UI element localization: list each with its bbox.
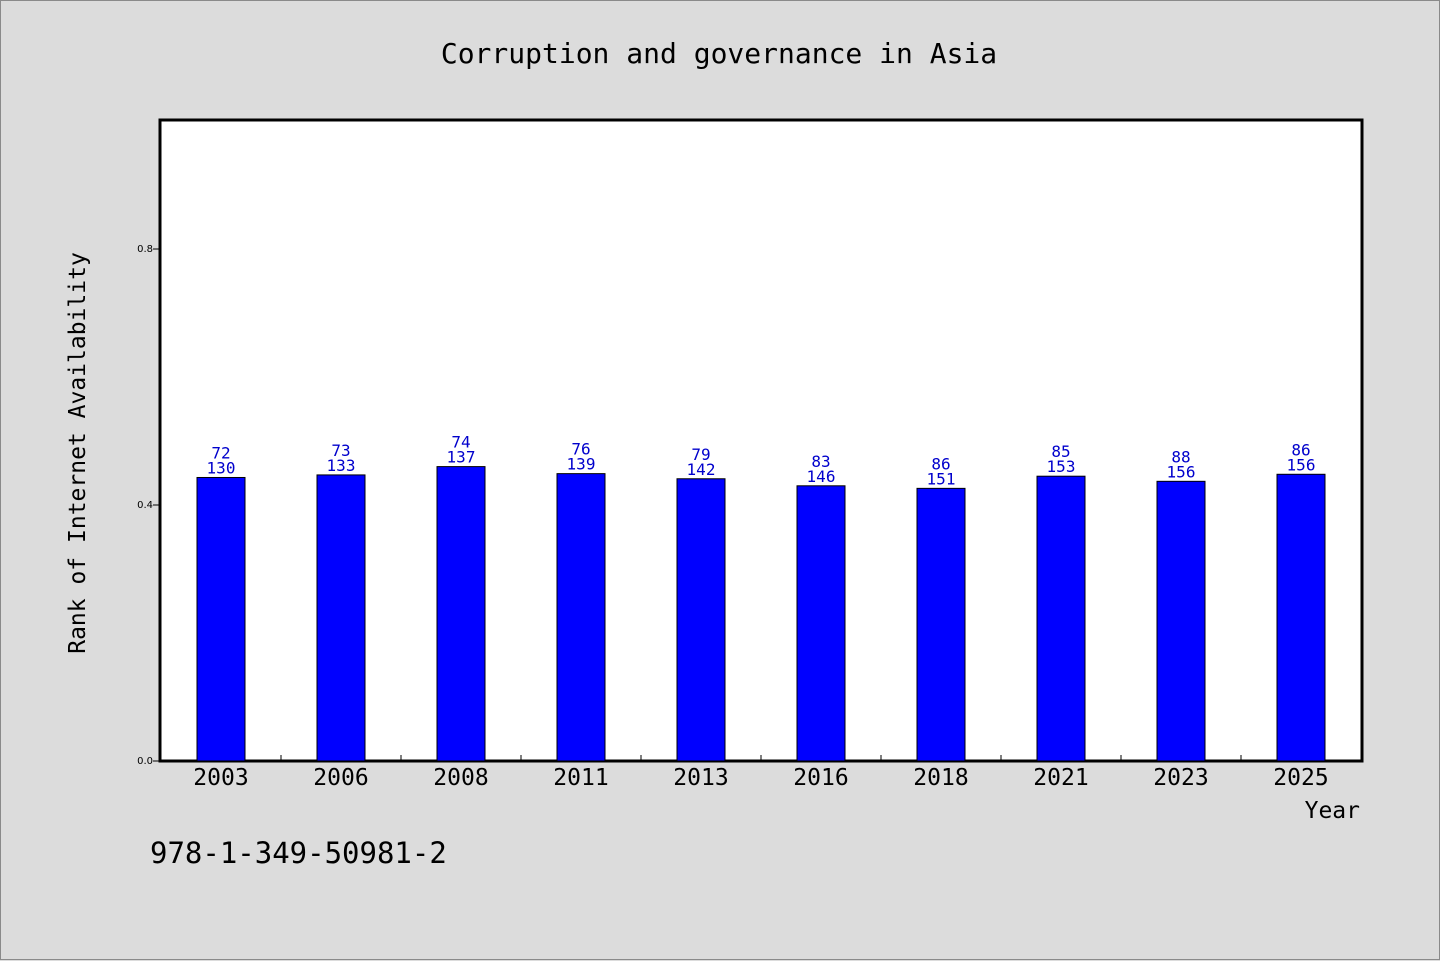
chart-title: Corruption and governance in Asia [441,37,997,70]
data-label-bottom: 153 [1047,457,1076,476]
data-label-top: 85 [1051,442,1070,461]
x-tick-label: 2013 [673,765,728,791]
x-tick-label: 2021 [1033,765,1088,791]
data-label-top: 72 [211,443,230,462]
x-tick-label: 2008 [433,765,488,791]
bar-2016 [796,485,846,762]
data-label-top: 83 [811,452,830,471]
data-label-bottom: 139 [567,455,596,474]
x-tick-label: 2018 [913,765,968,791]
data-label-bottom: 151 [927,469,956,488]
x-axis-label: Year [1305,798,1360,824]
bar-2021 [1036,475,1086,762]
data-label-bottom: 137 [447,448,476,467]
data-label-bottom: 156 [1167,462,1196,481]
bar-2008 [436,466,486,762]
data-label-top: 76 [571,440,590,459]
data-label-bottom: 142 [687,460,716,479]
bar-2018 [916,487,966,762]
footnote-isbn: 978-1-349-50981-2 [150,836,447,870]
bar-2003 [196,476,246,762]
y-axis-ticks: 0.0 0.4 0.8 [137,244,161,767]
data-label-bottom: 146 [807,467,836,486]
data-label-bottom: 133 [327,456,356,475]
data-label-bottom: 130 [207,458,236,477]
x-axis-ticks: 2003 2006 2008 2011 2013 2016 2018 2021 2023 2025 [193,755,1329,791]
data-label-top: 74 [451,433,470,452]
y-tick-label: 0.8 [137,244,153,255]
x-tick-label: 2006 [313,765,368,791]
data-label-top: 73 [331,441,350,460]
bar-2006 [316,474,366,762]
x-tick-label: 2025 [1273,765,1328,791]
data-label-bottom: 156 [1287,455,1316,474]
x-tick-label: 2016 [793,765,848,791]
data-label-top: 79 [691,445,710,464]
x-tick-label: 2023 [1153,765,1208,791]
bar-2011 [556,473,606,762]
x-tick-label: 2003 [193,765,248,791]
data-label-top: 86 [931,454,950,473]
y-axis-label: Rank of Internet Availability [65,252,91,654]
x-tick-label: 2011 [553,765,608,791]
bar-2025 [1276,473,1326,762]
data-label-top: 86 [1291,440,1310,459]
bar-2013 [676,478,726,762]
data-label-top: 88 [1171,447,1190,466]
bar-2023 [1156,480,1206,762]
bar-series [196,466,1326,762]
y-tick-label: 0.0 [137,756,153,767]
y-tick-label: 0.4 [137,500,153,511]
